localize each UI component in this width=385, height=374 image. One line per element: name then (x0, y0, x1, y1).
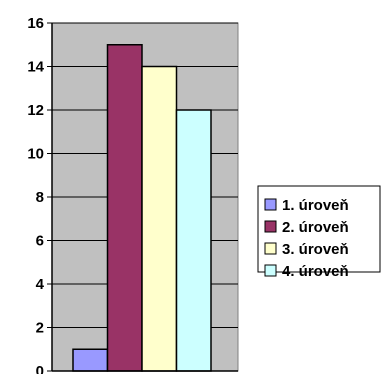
y-tick-label: 4 (36, 276, 45, 293)
y-tick-label: 2 (36, 320, 44, 337)
bar-1 (72, 348, 109, 372)
y-tick-label: 0 (36, 363, 44, 374)
legend-swatch-1 (264, 198, 277, 211)
bar-2 (106, 44, 143, 372)
legend-swatch-2 (264, 220, 277, 233)
legend-label-3: 3. úroveň (282, 241, 349, 258)
bar-4 (175, 109, 212, 372)
legend-label-2: 2. úroveň (282, 219, 349, 236)
y-axis-ticks: 0 2 4 6 8 10 12 14 16 (27, 15, 52, 374)
y-tick-label: 6 (36, 233, 44, 250)
y-tick-label: 8 (36, 189, 44, 206)
legend-label-4: 4. úroveň (282, 263, 349, 280)
legend-swatch-4 (264, 264, 277, 277)
legend-box (257, 185, 381, 273)
y-tick-label: 10 (27, 146, 44, 163)
y-tick-label: 12 (27, 102, 44, 119)
legend-label-1: 1. úroveň (282, 197, 349, 214)
y-tick-label: 14 (27, 59, 44, 76)
y-tick-label: 16 (27, 15, 44, 32)
bars (72, 44, 212, 372)
bar-3 (141, 65, 178, 372)
legend: 1. úroveň 2. úroveň 3. úroveň 4. úroveň (257, 185, 381, 280)
legend-swatch-3 (264, 242, 277, 255)
